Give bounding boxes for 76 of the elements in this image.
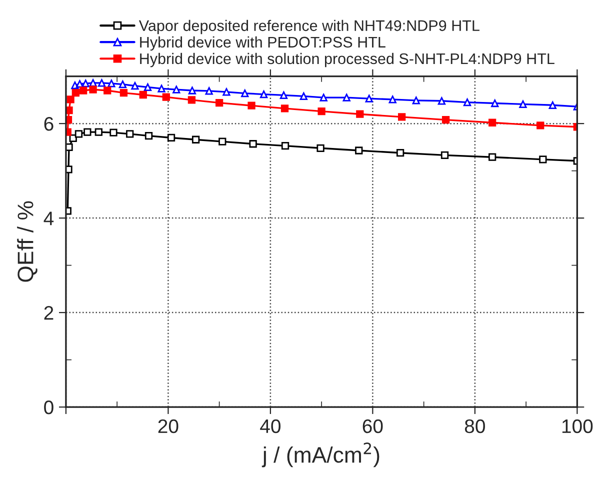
point <box>539 156 547 164</box>
x-tick-label: 100 <box>562 419 593 434</box>
point <box>71 81 79 90</box>
y-tick-label: 6 <box>44 117 54 131</box>
x-tick-label: 20 <box>158 419 178 434</box>
point <box>388 96 396 104</box>
point <box>82 80 90 88</box>
point <box>222 88 230 96</box>
point <box>438 97 446 105</box>
point <box>188 86 196 94</box>
point <box>356 110 364 118</box>
point <box>80 86 88 94</box>
point <box>248 102 256 110</box>
point <box>396 149 404 157</box>
y-tick-label: 2 <box>44 306 54 320</box>
point <box>491 99 499 108</box>
point <box>74 130 83 138</box>
point <box>355 146 363 154</box>
point <box>280 91 288 100</box>
point <box>300 92 308 100</box>
point <box>205 87 213 95</box>
point <box>144 132 153 140</box>
point <box>442 116 450 124</box>
point <box>463 98 472 106</box>
point <box>215 98 224 107</box>
point <box>280 104 289 112</box>
point <box>120 89 128 97</box>
point <box>98 79 106 87</box>
point <box>172 86 180 94</box>
y-axis-title: QEff / % <box>17 201 38 282</box>
legend-label: Hybrid device with solution processed S-NHT-PL4:NDP9 HTL <box>140 52 554 68</box>
point <box>548 101 556 109</box>
point <box>84 128 92 136</box>
x-tick-label: 80 <box>464 419 485 434</box>
point <box>192 136 200 144</box>
point <box>519 100 527 108</box>
point <box>488 118 496 126</box>
point <box>104 86 112 94</box>
point <box>89 86 97 94</box>
point <box>440 151 449 160</box>
point <box>536 122 544 130</box>
point <box>131 82 139 90</box>
x-axis-title: j / (mA/cm$^{2}$) <box>262 442 380 468</box>
point <box>488 153 496 161</box>
point <box>139 90 147 99</box>
point <box>118 80 127 88</box>
point <box>412 96 420 104</box>
x-tick-label: 60 <box>362 419 383 434</box>
y-tick-label: 4 <box>44 212 54 226</box>
point <box>72 89 80 97</box>
legend-label: Vapor deposited reference with NHT49:NDP9 HTL <box>138 20 480 34</box>
point <box>398 113 406 121</box>
point <box>108 80 116 88</box>
point <box>126 130 134 138</box>
point <box>365 94 373 102</box>
point <box>158 84 166 92</box>
point <box>188 96 196 104</box>
x-tick-label: 40 <box>260 419 280 434</box>
point <box>318 107 326 116</box>
point <box>316 144 324 152</box>
point <box>167 134 176 142</box>
point <box>218 138 226 146</box>
point <box>66 166 72 174</box>
point <box>94 128 102 136</box>
point <box>281 142 290 150</box>
point <box>320 94 328 102</box>
point <box>260 90 268 98</box>
legend-label: Hybrid device with PEDOT:PSS HTL <box>140 36 386 51</box>
point <box>249 140 257 148</box>
point <box>162 93 170 101</box>
point <box>342 94 350 102</box>
point <box>241 90 249 98</box>
point <box>144 83 152 92</box>
point <box>110 128 118 136</box>
point <box>66 96 74 104</box>
y-tick-label: 0 <box>44 400 54 414</box>
